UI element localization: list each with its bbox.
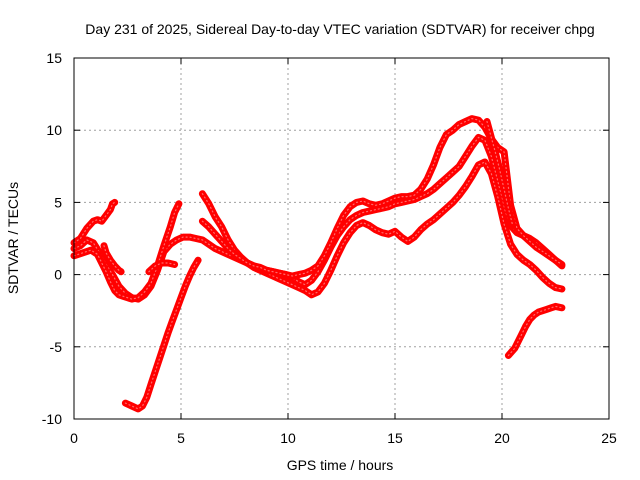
series-markers-track-9 xyxy=(486,120,514,227)
series-markers-track-2 xyxy=(73,136,563,300)
series-line-track-8 xyxy=(198,115,566,280)
series-line-track-10 xyxy=(504,302,566,359)
x-tick-label: 25 xyxy=(601,430,617,446)
grid-lines xyxy=(74,58,609,419)
y-tick-label: 10 xyxy=(46,122,62,138)
y-axis-label: SDTVAR / TECUs xyxy=(5,182,21,294)
x-tick-label: 5 xyxy=(177,430,185,446)
series-markers-track-5 xyxy=(148,262,176,273)
series-markers-track-4 xyxy=(103,245,122,273)
series-line-track-6 xyxy=(121,256,202,413)
series-line-track-1 xyxy=(70,198,119,247)
series-markers-track-10 xyxy=(507,305,563,357)
series-layer xyxy=(70,115,566,413)
series-line-track-3 xyxy=(70,200,183,303)
x-tick-label: 15 xyxy=(387,430,403,446)
tick-labels: 0 5 10 15 20 25 -10 -5 0 5 10 15 xyxy=(42,50,617,446)
series-line-track-2 xyxy=(70,133,566,303)
x-tick-label: 10 xyxy=(280,430,296,446)
y-tick-label: 15 xyxy=(46,50,62,66)
x-axis-label: GPS time / hours xyxy=(287,457,394,473)
plot-frame xyxy=(73,57,610,420)
x-tick-label: 20 xyxy=(494,430,510,446)
series-markers-track-1 xyxy=(73,201,116,244)
y-tick-label: 0 xyxy=(54,267,62,283)
series-markers-track-3 xyxy=(73,203,180,300)
y-tick-label: -5 xyxy=(50,339,63,355)
chart-title: Day 231 of 2025, Sidereal Day-to-day VTE… xyxy=(85,21,594,37)
x-tick-label: 0 xyxy=(70,430,78,446)
y-tick-label: -10 xyxy=(42,411,62,427)
series-markers-track-6 xyxy=(124,259,199,410)
axis-ticks xyxy=(73,57,610,420)
y-tick-label: 5 xyxy=(54,194,62,210)
